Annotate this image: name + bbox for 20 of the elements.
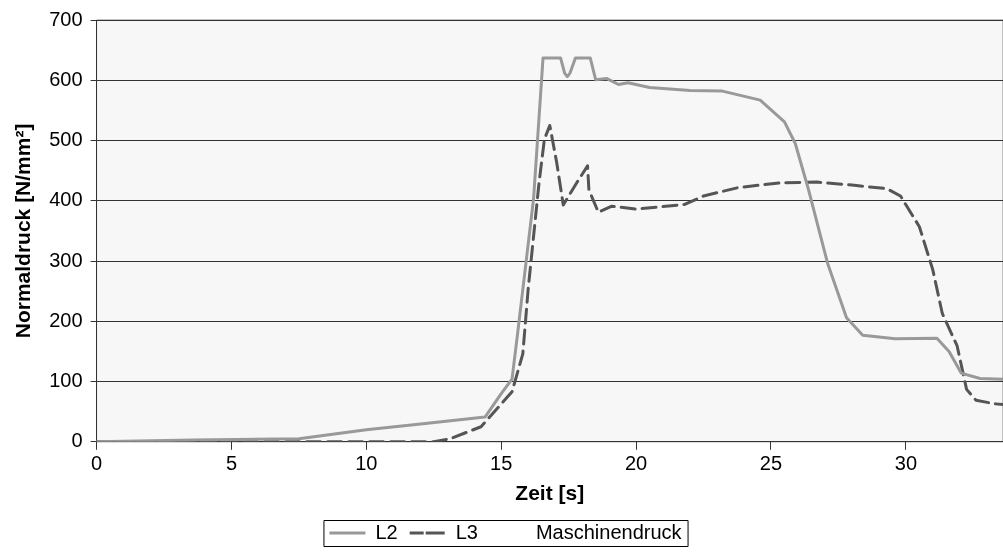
y-tick-label: 400 [49, 188, 83, 211]
y-tick-label: 300 [49, 248, 83, 271]
x-tick-label: 0 [91, 452, 103, 475]
x-axis-title: Zeit [s] [515, 481, 585, 505]
y-tick-label: 100 [49, 369, 83, 392]
x-tick-label: 20 [624, 452, 648, 475]
x-tick-label: 30 [894, 452, 918, 475]
x-tick-label: 5 [225, 452, 238, 475]
y-tick-label: 700 [49, 7, 83, 30]
x-tick-label: 25 [759, 452, 783, 475]
y-tick-label: 0 [71, 429, 83, 452]
legend-label: L2 [375, 520, 398, 543]
legend-label: L3 [455, 520, 478, 543]
y-tick-label: 500 [49, 128, 83, 151]
x-tick-label: 10 [355, 452, 378, 475]
y-tick-label: 200 [49, 308, 83, 331]
y-axis-title: Normaldruck [N/mm²] [11, 123, 35, 339]
text: Maschinendruck [535, 520, 683, 543]
x-tick-label: 15 [490, 452, 513, 475]
y-tick-label: 600 [49, 67, 83, 90]
